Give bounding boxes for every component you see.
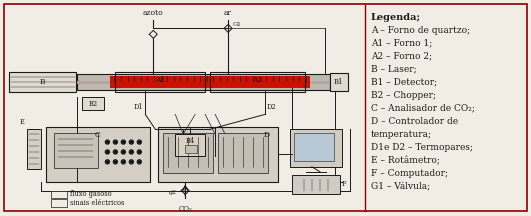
Text: azoto: azoto [143, 9, 164, 17]
Text: E – Rotâmetro;: E – Rotâmetro; [371, 156, 440, 165]
Bar [218, 133, 268, 173]
Text: B2: B2 [89, 100, 98, 108]
Text: g2: g2 [169, 191, 177, 195]
Bar [210, 72, 305, 92]
Text: A1 – Forno 1;: A1 – Forno 1; [371, 39, 432, 48]
Circle shape [114, 140, 117, 144]
Text: A2 – Forno 2;: A2 – Forno 2; [371, 52, 432, 61]
Circle shape [106, 150, 109, 154]
Circle shape [130, 160, 133, 164]
Circle shape [122, 160, 125, 164]
Text: fluxo gasoso: fluxo gasoso [70, 191, 111, 199]
Bar [115, 72, 205, 92]
Bar [290, 129, 342, 167]
Bar [175, 134, 205, 156]
Text: B – Laser;: B – Laser; [371, 65, 416, 74]
Bar [185, 145, 197, 153]
Bar [8, 72, 76, 92]
Circle shape [122, 140, 125, 144]
Circle shape [130, 140, 133, 144]
Text: B1: B1 [334, 78, 344, 86]
Circle shape [106, 140, 109, 144]
Text: B1 – Detector;: B1 – Detector; [371, 78, 437, 87]
Text: G1 – Válvula;: G1 – Válvula; [371, 182, 430, 191]
Circle shape [114, 150, 117, 154]
Bar [82, 97, 105, 110]
Text: temperatura;: temperatura; [371, 130, 432, 139]
Circle shape [138, 160, 141, 164]
Circle shape [122, 150, 125, 154]
Text: D: D [264, 131, 270, 139]
Circle shape [114, 160, 117, 164]
Circle shape [138, 140, 141, 144]
Bar [78, 74, 330, 90]
Text: A – Forno de quartzo;: A – Forno de quartzo; [371, 26, 470, 35]
Text: Legenda;: Legenda; [371, 13, 421, 22]
Text: A1: A1 [155, 76, 166, 84]
Text: D1e D2 – Termopares;: D1e D2 – Termopares; [371, 143, 473, 152]
Text: F: F [342, 179, 346, 187]
Circle shape [106, 160, 109, 164]
Bar [292, 175, 340, 194]
Text: CO₂: CO₂ [178, 205, 192, 213]
Circle shape [130, 150, 133, 154]
Text: D1: D1 [134, 103, 143, 111]
Bar [50, 191, 66, 199]
Text: D2: D2 [267, 103, 277, 111]
Text: B4: B4 [185, 137, 195, 145]
Text: D – Controlador de: D – Controlador de [371, 117, 458, 126]
Text: C: C [95, 131, 101, 139]
Circle shape [138, 150, 141, 154]
Bar [158, 127, 278, 182]
Bar [294, 133, 334, 161]
Bar [330, 73, 348, 91]
Bar [27, 129, 40, 169]
Text: F – Computador;: F – Computador; [371, 169, 448, 178]
Text: B: B [40, 78, 45, 86]
Bar [46, 127, 150, 182]
Bar [163, 133, 213, 173]
Text: ar: ar [224, 9, 232, 17]
Bar [110, 76, 310, 88]
Bar [54, 133, 98, 168]
Text: B2 – Chopper;: B2 – Chopper; [371, 91, 436, 100]
Text: C – Analisador de CO₂;: C – Analisador de CO₂; [371, 104, 475, 113]
Text: A2: A2 [252, 76, 263, 84]
Text: E: E [20, 118, 24, 126]
Bar [50, 199, 66, 207]
Text: sinais eléctricos: sinais eléctricos [70, 199, 124, 207]
Text: G1: G1 [233, 22, 242, 27]
